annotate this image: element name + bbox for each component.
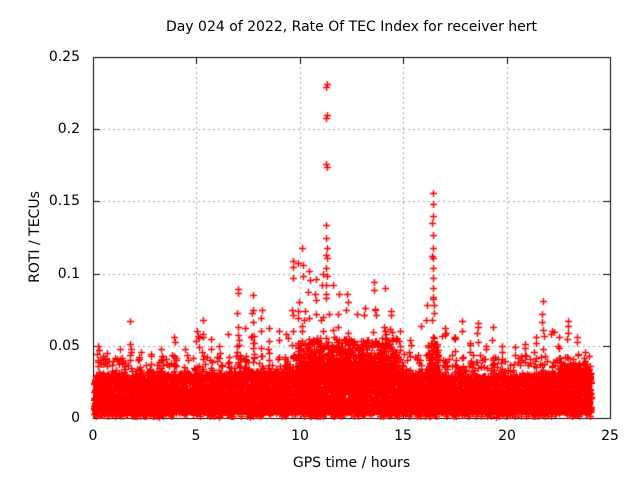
chart-title: Day 024 of 2022, Rate Of TEC Index for r… — [165, 19, 538, 35]
y-tick-label: 0.25 — [48, 49, 80, 65]
x-tick-label: 20 — [498, 428, 516, 444]
y-tick-label: 0.15 — [48, 193, 80, 209]
y-tick-label: 0.05 — [48, 338, 80, 354]
x-axis-label: GPS time / hours — [292, 455, 411, 471]
x-tick-label: 25 — [601, 428, 619, 444]
y-tick-label: 0 — [71, 410, 80, 426]
x-tick-label: 10 — [291, 428, 309, 444]
x-tick-label: 5 — [191, 428, 201, 444]
y-tick-label: 0.1 — [57, 266, 80, 282]
x-tick-label: 0 — [88, 428, 98, 444]
y-axis-label: ROTI / TECUs — [27, 191, 43, 283]
x-tick-label: 15 — [394, 428, 412, 444]
y-tick-label: 0.2 — [57, 121, 80, 137]
